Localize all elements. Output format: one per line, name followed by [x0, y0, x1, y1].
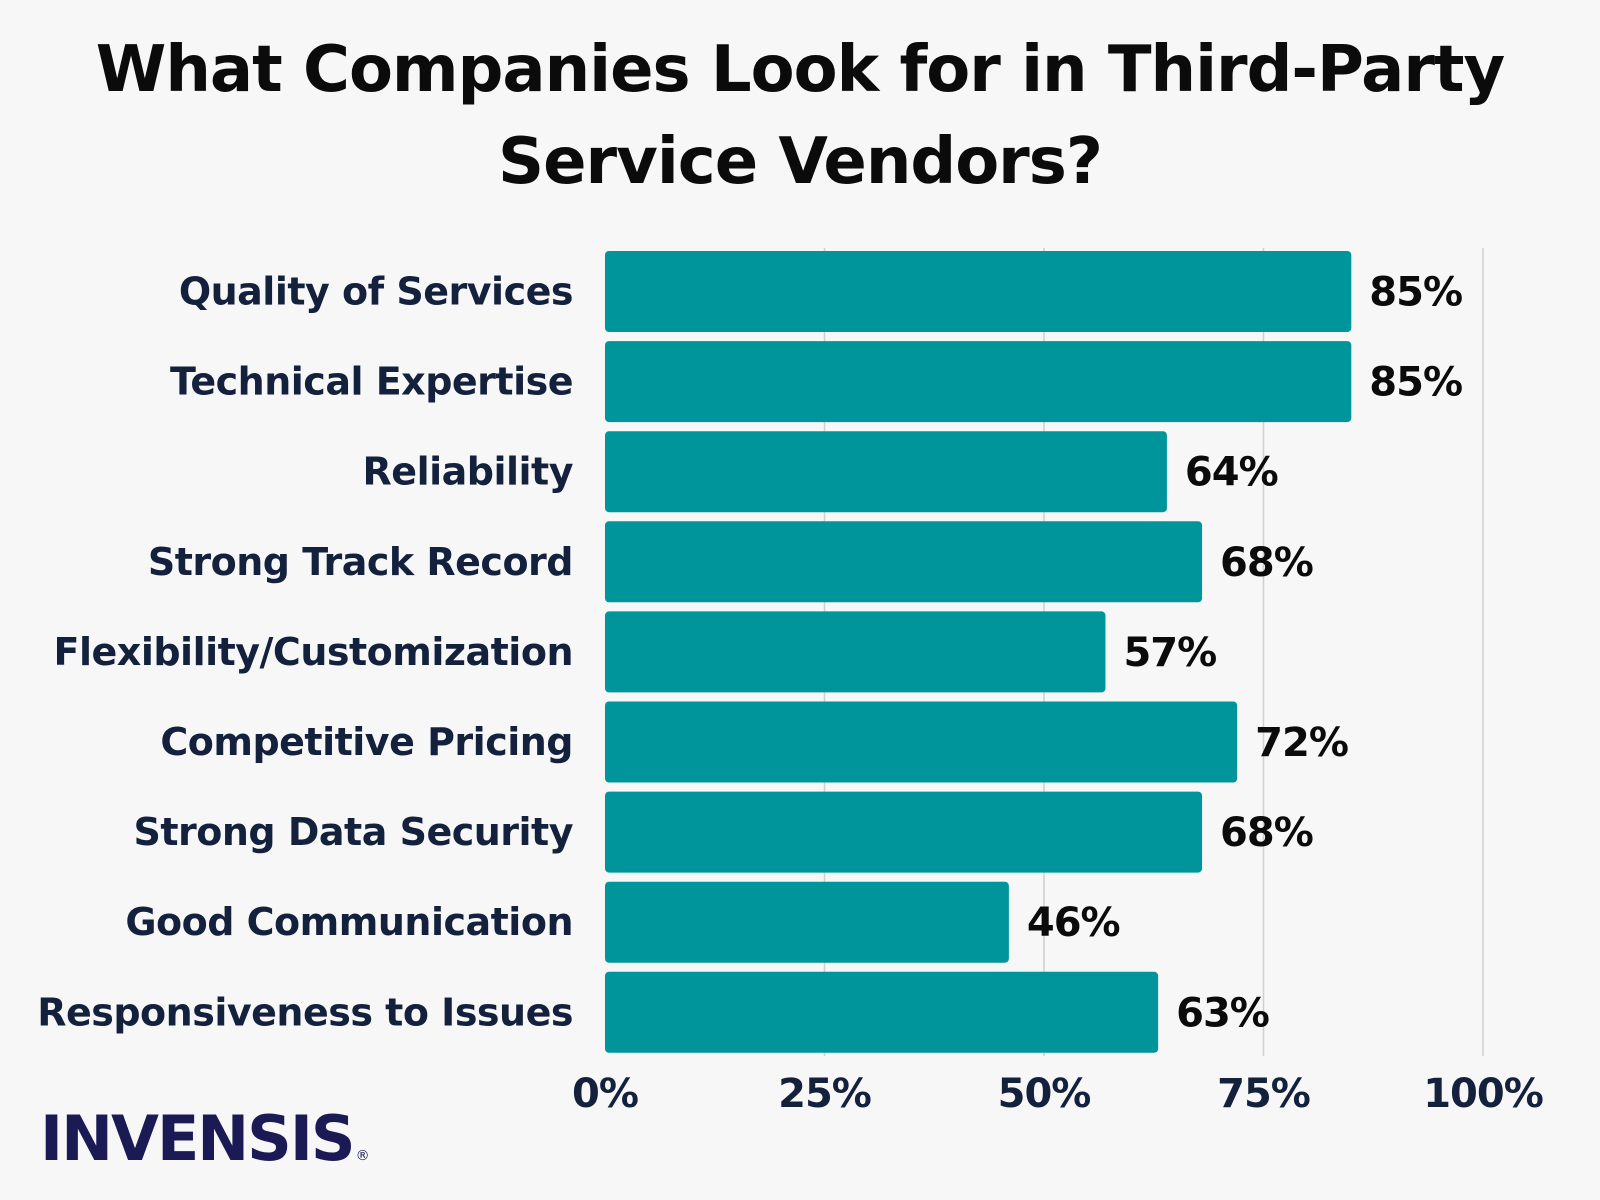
- bar-8: [605, 881, 1009, 963]
- bars: [605, 251, 1352, 1053]
- value-label-6: 72%: [1255, 720, 1348, 766]
- category-label-8: Good Communication: [125, 900, 573, 944]
- value-label-1: 85%: [1369, 270, 1462, 316]
- bar-7: [605, 791, 1203, 873]
- bar-3: [605, 431, 1167, 513]
- value-label-2: 85%: [1369, 360, 1462, 406]
- x-tick-label-0: 0%: [572, 1071, 638, 1117]
- value-labels: 85%85%64%68%57%72%68%46%63%: [1027, 270, 1463, 1037]
- x-axis-ticks: 0% 25% 50% 75% 100%: [572, 1071, 1544, 1117]
- x-tick-label-25: 25%: [778, 1071, 871, 1117]
- registered-mark: ®: [355, 1148, 370, 1164]
- chart-title: What Companies Look for in Third-Party S…: [0, 24, 1600, 208]
- x-tick-label-75: 75%: [1217, 1071, 1310, 1117]
- value-label-4: 68%: [1220, 540, 1313, 586]
- category-label-1: Quality of Services: [179, 270, 573, 314]
- chart-title-line-1: What Companies Look for in Third-Party: [95, 33, 1505, 107]
- category-label-7: Strong Data Security: [133, 810, 573, 854]
- bar-9: [605, 971, 1159, 1053]
- value-label-7: 68%: [1220, 810, 1313, 856]
- category-label-6: Competitive Pricing: [160, 720, 573, 764]
- value-label-8: 46%: [1027, 900, 1120, 946]
- bar-5: [605, 611, 1106, 693]
- logo-text: INVENSIS: [40, 1102, 356, 1175]
- bar-2: [605, 341, 1352, 423]
- x-tick-label-50: 50%: [998, 1071, 1091, 1117]
- bar-6: [605, 701, 1238, 783]
- category-label-9: Responsiveness to Issues: [37, 990, 573, 1034]
- category-label-3: Reliability: [363, 450, 574, 494]
- bar-1: [605, 251, 1352, 332]
- category-label-4: Strong Track Record: [148, 540, 573, 584]
- category-label-5: Flexibility/Customization: [54, 630, 573, 674]
- bar-4: [605, 521, 1203, 603]
- invensis-logo: INVENSIS ®: [40, 1098, 370, 1170]
- x-tick-label-100: 100%: [1423, 1071, 1543, 1117]
- value-label-5: 57%: [1123, 630, 1216, 676]
- category-label-2: Technical Expertise: [170, 360, 573, 404]
- value-label-3: 64%: [1185, 450, 1278, 496]
- category-labels: Quality of Services Technical Expertise Re…: [37, 270, 574, 1035]
- chart-title-line-2: Service Vendors?: [498, 125, 1103, 199]
- value-label-9: 63%: [1176, 990, 1269, 1036]
